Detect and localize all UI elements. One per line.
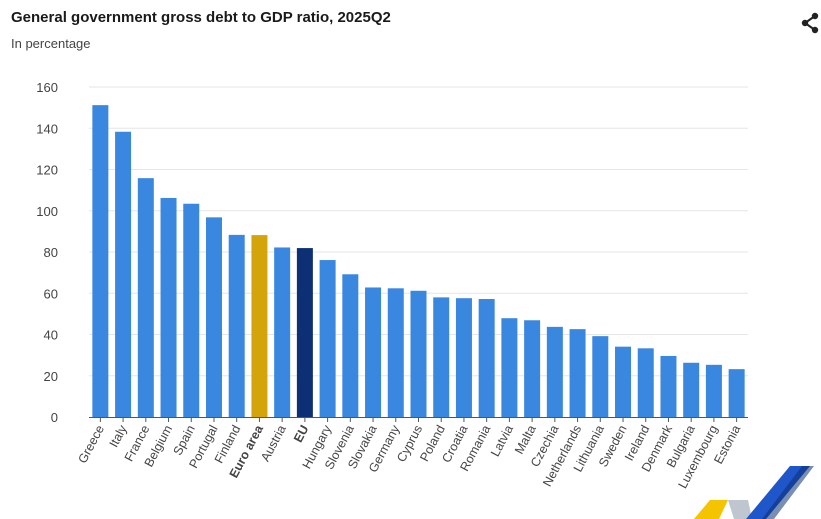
share-icon[interactable] [799,12,821,34]
y-tick-label: 100 [36,204,58,219]
y-tick-label: 160 [36,80,58,95]
chart-title: General government gross debt to GDP rat… [11,9,391,26]
y-tick-label: 20 [44,369,58,384]
bar-spain [183,203,200,417]
bar-netherlands [569,329,586,417]
y-tick-label: 60 [44,286,58,301]
bar-malta [524,320,541,417]
bar-czechia [546,326,563,417]
x-tick-label: EU [291,423,312,445]
y-tick-label: 120 [36,163,58,178]
bar-denmark [660,355,677,417]
bar-greece [92,105,109,418]
bar-sweden [615,346,632,417]
bar-cyprus [410,290,427,417]
bar-eu [296,248,313,417]
bar-estonia [728,369,745,417]
bar-germany [387,288,404,417]
bar-italy [115,131,132,417]
bar-latvia [501,318,518,417]
bar-slovenia [342,274,359,417]
x-tick-label: Greece [75,423,107,466]
bar-romania [478,299,495,417]
y-tick-label: 80 [44,245,58,260]
y-tick-label: 140 [36,121,58,136]
bar-portugal [205,217,222,417]
bar-austria [274,247,291,417]
bar-poland [433,297,450,417]
y-tick-label: 40 [44,328,58,343]
bar-slovakia [365,287,382,417]
chart-subtitle: In percentage [11,36,91,51]
bar-hungary [319,260,336,417]
bar-euro-area [251,235,268,417]
bar-belgium [160,197,177,417]
bar-france [137,178,154,417]
bar-croatia [455,298,472,417]
y-tick-label: 0 [51,410,58,425]
eurostat-logo [694,466,814,519]
bar-lithuania [592,336,609,417]
bar-finland [228,234,245,417]
x-tick-label: Italy [107,422,130,449]
bar-bulgaria [683,362,700,417]
bar-luxembourg [705,364,722,417]
x-tick-label: Latvia [488,423,516,459]
bar-ireland [637,348,654,417]
